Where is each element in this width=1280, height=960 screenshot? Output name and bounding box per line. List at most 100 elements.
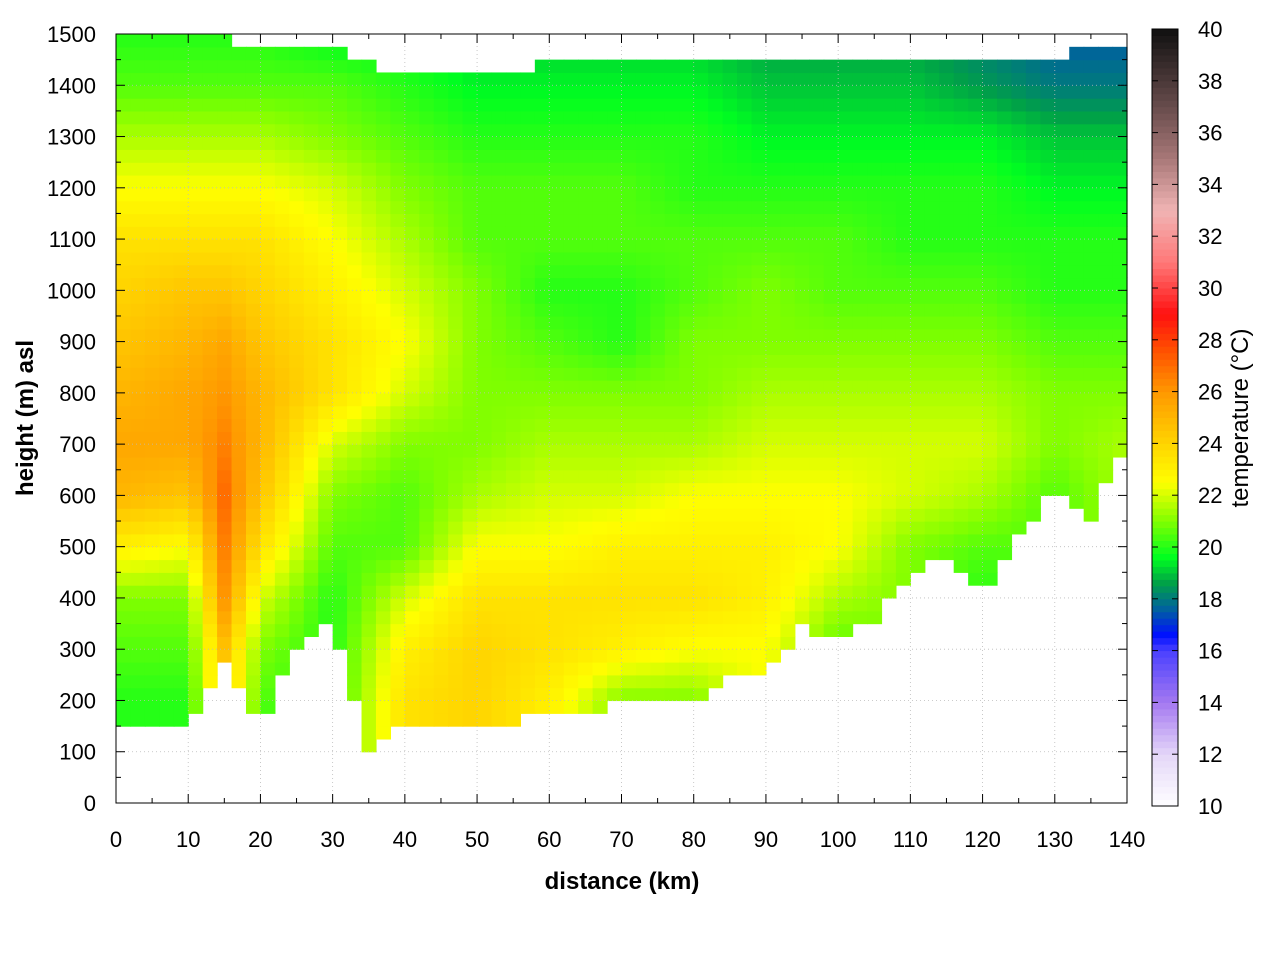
heatmap-cell <box>780 264 796 279</box>
heatmap-cell <box>520 226 536 240</box>
heatmap-cell <box>260 59 276 74</box>
heatmap-cell <box>823 495 839 509</box>
heatmap-cell <box>303 251 319 266</box>
heatmap-cell <box>693 72 709 86</box>
heatmap-cell <box>144 264 160 279</box>
heatmap-cell <box>722 277 738 291</box>
heatmap-cell <box>708 72 724 86</box>
heatmap-cell <box>1069 226 1085 240</box>
heatmap-cell <box>534 72 550 86</box>
heatmap-cell <box>794 495 810 509</box>
heatmap-cell <box>592 546 608 561</box>
heatmap-cell <box>924 444 940 458</box>
heatmap-cell <box>448 380 464 394</box>
heatmap-cell <box>477 213 493 227</box>
heatmap-cell <box>289 226 305 240</box>
heatmap-cell <box>1040 187 1056 202</box>
heatmap-cell <box>1112 303 1128 317</box>
heatmap-cell <box>997 418 1013 432</box>
heatmap-cell <box>159 482 175 496</box>
heatmap-cell <box>549 251 565 266</box>
heatmap-cell <box>462 328 478 343</box>
heatmap-cell <box>924 521 940 535</box>
heatmap-cell <box>867 559 883 573</box>
heatmap-cell <box>693 649 709 663</box>
heatmap-cell <box>462 456 478 471</box>
heatmap-cell <box>997 482 1013 496</box>
heatmap-cell <box>867 444 883 458</box>
heatmap-cell <box>505 110 521 125</box>
heatmap-cell <box>361 444 377 458</box>
heatmap-cell <box>505 482 521 496</box>
heatmap-cell <box>448 508 464 522</box>
heatmap-cell <box>318 585 334 599</box>
heatmap-cell <box>708 392 724 407</box>
heatmap-cell <box>881 418 897 432</box>
heatmap-cell <box>635 662 651 676</box>
heatmap-cell <box>592 649 608 663</box>
heatmap-cell <box>722 239 738 253</box>
heatmap-cell <box>303 469 319 484</box>
colorbar-swatch <box>1152 508 1178 516</box>
heatmap-cell <box>491 200 507 215</box>
axis-ticks: 0 10 20 30 40 50 60 70 80 90 100 110 120 130 140010020… <box>47 22 1145 852</box>
heatmap-cell <box>664 303 680 317</box>
heatmap-cell <box>722 85 738 99</box>
heatmap-cell <box>838 149 854 163</box>
heatmap-cell <box>881 264 897 279</box>
heatmap-cell <box>1011 469 1027 484</box>
heatmap-cell <box>621 636 637 650</box>
heatmap-cell <box>144 572 160 586</box>
heatmap-cell <box>910 341 926 356</box>
heatmap-cell <box>1011 187 1027 202</box>
heatmap-cell <box>245 674 262 689</box>
heatmap-cell <box>433 546 449 561</box>
heatmap-cell <box>289 508 305 522</box>
heatmap-cell <box>939 110 955 125</box>
heatmap-cell <box>144 495 160 509</box>
heatmap-cell <box>592 431 608 445</box>
heatmap-cell <box>433 713 449 727</box>
heatmap-cell <box>968 110 984 125</box>
heatmap-cell <box>997 546 1013 561</box>
colorbar-swatch <box>1152 372 1178 380</box>
heatmap-cell <box>910 200 926 215</box>
heatmap-cell <box>274 251 290 266</box>
heatmap-cell <box>968 264 984 279</box>
colorbar-swatch <box>1152 139 1178 147</box>
heatmap-cell <box>852 546 868 561</box>
heatmap-cell <box>159 123 175 138</box>
heatmap-cell <box>693 674 709 689</box>
heatmap-cell <box>1112 98 1128 112</box>
heatmap-cell <box>116 72 132 86</box>
heatmap-cell <box>361 623 377 637</box>
heatmap-cell <box>664 239 680 253</box>
heatmap-cell <box>794 469 810 484</box>
heatmap-cell <box>895 315 911 330</box>
heatmap-cell <box>737 85 753 99</box>
heatmap-cell <box>1083 98 1099 112</box>
heatmap-cell <box>173 431 189 445</box>
heatmap-cell <box>419 136 435 150</box>
heatmap-cell <box>607 226 623 240</box>
heatmap-cell <box>534 533 550 548</box>
heatmap-cell <box>621 674 637 689</box>
heatmap-cell <box>375 597 392 612</box>
heatmap-cell <box>462 700 478 714</box>
heatmap-cell <box>217 72 233 86</box>
heatmap-cell <box>116 110 132 125</box>
heatmap-cell <box>448 251 464 266</box>
heatmap-cell <box>823 226 839 240</box>
heatmap-cell <box>852 174 868 189</box>
heatmap-cell <box>390 187 406 202</box>
heatmap-cell <box>1112 277 1128 291</box>
heatmap-cell <box>491 521 507 535</box>
heatmap-cell <box>231 392 247 407</box>
heatmap-cell <box>318 533 334 548</box>
heatmap-cell <box>520 341 536 356</box>
heatmap-cell <box>809 482 825 496</box>
heatmap-cell <box>679 72 695 86</box>
heatmap-cell <box>968 239 984 253</box>
heatmap-cell <box>404 662 420 676</box>
heatmap-cell <box>953 98 969 112</box>
